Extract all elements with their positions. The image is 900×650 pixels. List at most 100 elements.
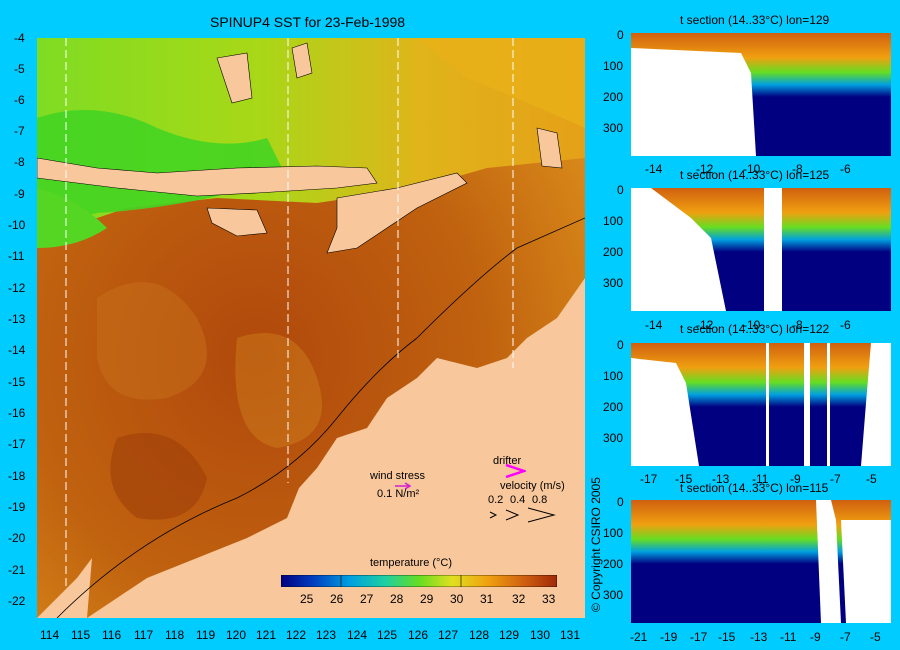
wind-stress-value: 0.1 N/m²: [377, 488, 420, 500]
colorbar-tick: 26: [330, 592, 344, 606]
section-x-tick: -10: [743, 318, 761, 332]
section-x-tick: -8: [792, 162, 803, 176]
section-y-tick: 100: [603, 526, 624, 540]
lat-tick: -6: [14, 93, 25, 107]
colorbar-title: temperature (°C): [370, 557, 453, 569]
lon-tick: 129: [499, 628, 520, 642]
section-y-tick: 100: [603, 214, 624, 228]
lat-tick: -15: [8, 375, 26, 389]
section-y-tick: 0: [617, 495, 624, 509]
colorbar: [281, 575, 557, 587]
section-y-tick: 300: [603, 431, 624, 445]
section-title: t section (14..33°C) lon=115: [680, 481, 829, 495]
lon-tick: 124: [347, 628, 368, 642]
section-x-tick: -11: [752, 472, 769, 486]
section-y-tick: 200: [603, 245, 624, 259]
lon-tick: 131: [560, 628, 581, 642]
velocity-value: 0.2: [488, 494, 504, 506]
lat-tick: -9: [14, 187, 25, 201]
section-x-tick: -12: [696, 318, 714, 332]
sst-map: [37, 38, 585, 618]
lat-tick: -22: [8, 594, 26, 608]
section-x-tick: -13: [750, 630, 768, 644]
copyright: © Copyright CSIRO 2005: [589, 477, 603, 612]
lat-tick: -12: [8, 281, 26, 295]
section-x-tick: -15: [675, 472, 693, 486]
velocity-arrows-icon: [489, 507, 556, 523]
lat-tick: -17: [8, 437, 26, 451]
lat-tick: -20: [8, 531, 26, 545]
section-x-tick: -9: [790, 472, 801, 486]
colorbar-tick: 32: [512, 592, 526, 606]
section-x-tick: -14: [645, 162, 663, 176]
lat-tick: -5: [14, 62, 25, 76]
lon-tick: 114: [40, 628, 60, 642]
section-plot-lon115: [631, 500, 891, 623]
lat-tick: -18: [8, 469, 26, 483]
colorbar-tick: 29: [420, 592, 434, 606]
section-title: t section (14..33°C) lon=125: [680, 168, 830, 182]
section-y-tick: 0: [617, 183, 624, 197]
section-title: t section (14..33°C) lon=129: [680, 13, 830, 27]
section-x-tick: -6: [840, 162, 851, 176]
section-x-tick: -17: [690, 630, 708, 644]
section-x-tick: -21: [630, 630, 648, 644]
velocity-label: velocity (m/s): [500, 480, 565, 492]
section-x-tick: -14: [645, 318, 663, 332]
velocity-value: 0.8: [532, 494, 548, 506]
section-x-tick: -8: [792, 318, 803, 332]
lat-tick: -10: [8, 218, 26, 232]
section-y-tick: 100: [603, 59, 624, 73]
lon-tick: 130: [530, 628, 551, 642]
section-x-tick: -15: [718, 630, 736, 644]
wind-stress-label: wind stress: [370, 470, 426, 482]
section-y-tick: 300: [603, 121, 624, 135]
section-x-tick: -10: [743, 162, 761, 176]
colorbar-tick: 31: [480, 592, 494, 606]
map-title: SPINUP4 SST for 23-Feb-1998: [210, 14, 406, 30]
section-x-tick: -17: [640, 472, 658, 486]
lat-tick: -13: [8, 312, 26, 326]
lon-tick: 122: [286, 628, 307, 642]
section-x-tick: -7: [840, 630, 851, 644]
section-x-tick: -12: [696, 162, 714, 176]
lat-tick: -19: [8, 500, 26, 514]
section-x-tick: -13: [712, 472, 730, 486]
lon-tick: 126: [408, 628, 429, 642]
lon-tick: 127: [438, 628, 459, 642]
lat-tick: -4: [14, 31, 25, 45]
section-y-tick: 0: [617, 338, 624, 352]
lat-tick: -7: [14, 124, 25, 138]
lon-tick: 128: [469, 628, 490, 642]
section-y-tick: 200: [603, 557, 624, 571]
colorbar-tick: 25: [300, 592, 314, 606]
section-x-tick: -11: [780, 630, 797, 644]
lon-tick: 118: [165, 628, 185, 642]
section-y-tick: 200: [603, 400, 624, 414]
lon-tick: 116: [102, 628, 122, 642]
lon-tick: 121: [256, 628, 277, 642]
drifter-arrow-icon: [505, 464, 526, 478]
lon-tick: 123: [316, 628, 337, 642]
section-x-tick: -6: [840, 318, 851, 332]
section-y-tick: 200: [603, 90, 624, 104]
section-plot-lon122: [631, 343, 891, 466]
section-x-tick: -7: [830, 472, 841, 486]
section-y-tick: 0: [617, 28, 624, 42]
colorbar-tick: 30: [450, 592, 464, 606]
wind-arrow-icon: [395, 482, 412, 490]
section-x-tick: -5: [870, 630, 881, 644]
lon-tick: 117: [134, 628, 154, 642]
lon-tick: 115: [71, 628, 91, 642]
section-y-tick: 300: [603, 276, 624, 290]
lat-tick: -21: [8, 563, 26, 577]
section-plot-lon129: [631, 33, 891, 156]
section-y-tick: 100: [603, 369, 624, 383]
section-x-tick: -19: [660, 630, 678, 644]
lat-tick: -16: [8, 406, 26, 420]
lon-tick: 120: [226, 628, 247, 642]
section-title: t section (14..33°C) lon=122: [680, 322, 830, 336]
colorbar-tick: 33: [542, 592, 556, 606]
drifter-label: drifter: [493, 455, 522, 467]
section-plot-lon125: [631, 188, 891, 311]
